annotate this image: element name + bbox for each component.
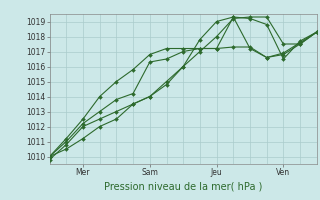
X-axis label: Pression niveau de la mer( hPa ): Pression niveau de la mer( hPa ) [104,181,262,191]
